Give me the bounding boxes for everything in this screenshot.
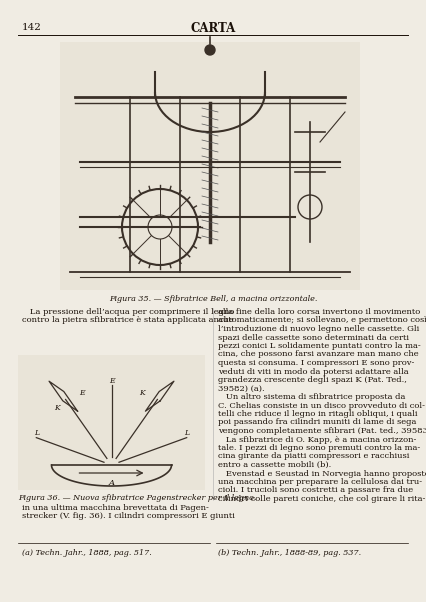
Text: alla fine della loro corsa invertono il movimento: alla fine della loro corsa invertono il … (218, 308, 420, 316)
Text: telli che riduce il legno in ritagli obliqui, i quali: telli che riduce il legno in ritagli obl… (218, 410, 417, 418)
Text: K: K (138, 389, 144, 397)
Text: Figura 35. — Sfibratrice Bell, a macina orizzontale.: Figura 35. — Sfibratrice Bell, a macina … (109, 295, 317, 303)
Text: veduti di viti in modo da potersi adattare alla: veduti di viti in modo da potersi adatta… (218, 367, 409, 376)
Text: contro la pietra sfibratrice è stata applicata anche: contro la pietra sfibratrice è stata app… (22, 317, 234, 324)
Text: CARTA: CARTA (190, 22, 236, 34)
Text: una macchina per preparare la cellulosa dai tru-: una macchina per preparare la cellulosa … (218, 478, 422, 486)
Text: in una ultima macchina brevettata di Pagen-: in una ultima macchina brevettata di Pag… (22, 504, 209, 512)
Text: 39582) (a).: 39582) (a). (218, 385, 265, 393)
Text: poi passando fra cilindri muniti di lame di sega: poi passando fra cilindri muniti di lame… (218, 418, 416, 426)
Text: La pressione dell’acqua per comprimere il legno: La pressione dell’acqua per comprimere i… (22, 308, 234, 316)
Text: cioli. I trucioli sono costretti a passare fra due: cioli. I trucioli sono costretti a passa… (218, 486, 413, 494)
Text: Evenstad e Seustad in Norvegia hanno proposto: Evenstad e Seustad in Norvegia hanno pro… (218, 470, 426, 477)
Text: C. Chelias consiste in un disco provveduto di col-: C. Chelias consiste in un disco provvedu… (218, 402, 425, 409)
Text: L: L (34, 429, 39, 437)
Text: entro a cassette mobili (b).: entro a cassette mobili (b). (218, 461, 331, 469)
Text: cilindri colle pareti coniche, che col girare li rita-: cilindri colle pareti coniche, che col g… (218, 495, 426, 503)
Text: 142: 142 (22, 23, 42, 33)
Text: cina girante da piatti compressori e racchiusi: cina girante da piatti compressori e rac… (218, 453, 409, 461)
Text: (a) Techn. Jahr., 1888, pag. 517.: (a) Techn. Jahr., 1888, pag. 517. (22, 549, 152, 557)
Text: strecker (V. fig. 36). I cilindri compressori E giunti: strecker (V. fig. 36). I cilindri compre… (22, 512, 235, 521)
Text: A: A (109, 479, 115, 487)
Text: K: K (54, 404, 59, 412)
Text: automaticamente; si sollevano, e permettono così: automaticamente; si sollevano, e permett… (218, 317, 426, 324)
Text: vengono completamente sfibrari (Pat. ted., 39583).: vengono completamente sfibrari (Pat. ted… (218, 427, 426, 435)
Text: E: E (109, 377, 114, 385)
Text: Figura 36. — Nuova sfibratrice Pagenstrecker per il legno.: Figura 36. — Nuova sfibratrice Pagenstre… (18, 494, 256, 502)
Text: cina, che possono farsi avanzare man mano che: cina, che possono farsi avanzare man man… (218, 350, 419, 359)
Text: spazi delle cassette sono determinati da certi: spazi delle cassette sono determinati da… (218, 334, 409, 341)
FancyBboxPatch shape (60, 42, 360, 290)
Text: La sfibratrice di O. Kapp, è a macina orizzon-: La sfibratrice di O. Kapp, è a macina or… (218, 435, 416, 444)
Text: (b) Techn. Jahr., 1888-89, pag. 537.: (b) Techn. Jahr., 1888-89, pag. 537. (218, 549, 361, 557)
FancyBboxPatch shape (18, 355, 205, 490)
Text: pezzi conici L solidamente puntati contro la ma-: pezzi conici L solidamente puntati contr… (218, 342, 421, 350)
Text: questa si consuma. I compressori E sono prov-: questa si consuma. I compressori E sono … (218, 359, 414, 367)
Text: grandezza crescente degli spazi K (Pat. Ted.,: grandezza crescente degli spazi K (Pat. … (218, 376, 407, 384)
Text: l’introduzione di nuovo legno nelle cassette. Gli: l’introduzione di nuovo legno nelle cass… (218, 325, 419, 333)
Text: L: L (184, 429, 189, 437)
Text: Un altro sistema di sfibratrice proposta da: Un altro sistema di sfibratrice proposta… (218, 393, 406, 401)
Circle shape (205, 45, 215, 55)
Text: tale. I pezzi di legno sono premuti contro la ma-: tale. I pezzi di legno sono premuti cont… (218, 444, 420, 452)
Text: E: E (79, 389, 84, 397)
